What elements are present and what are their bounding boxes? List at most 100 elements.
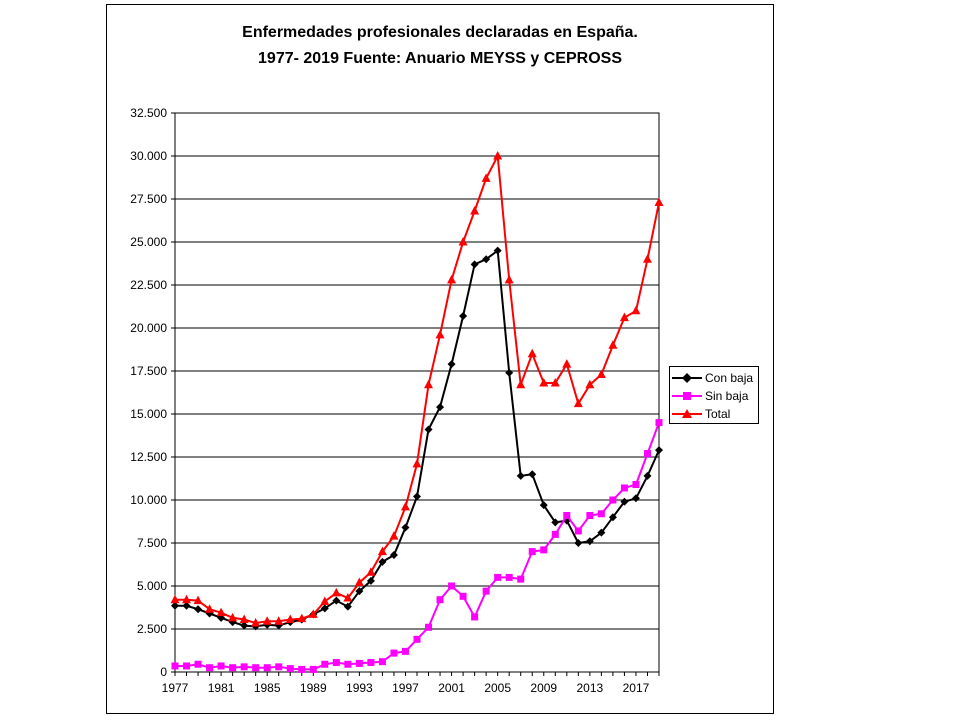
- x-tick-label: 1985: [254, 681, 281, 695]
- legend-item-sin-baja: Sin baja: [670, 387, 760, 405]
- data-point-sin-baja: [574, 527, 582, 535]
- y-tick-label: 7.500: [137, 536, 167, 550]
- x-tick-label: 1977: [162, 681, 189, 695]
- data-point-total: [170, 594, 180, 604]
- data-point-sin-baja: [620, 484, 628, 492]
- data-point-con-baja: [608, 513, 617, 522]
- data-point-total: [516, 379, 526, 389]
- data-point-total: [424, 379, 434, 389]
- legend-item-total: Total: [670, 405, 760, 423]
- data-point-total: [274, 616, 284, 625]
- data-point-total: [573, 398, 583, 408]
- data-point-con-baja: [320, 604, 329, 613]
- series-line-total: [175, 152, 660, 625]
- data-point-total: [608, 340, 618, 349]
- data-point-total: [504, 274, 514, 284]
- chart-legend: Con baja Sin baja Total: [669, 366, 759, 424]
- data-point-sin-baja: [540, 546, 548, 554]
- data-point-con-baja: [182, 601, 191, 610]
- legend-swatch-sin-baja: [672, 392, 702, 400]
- legend-label-con-baja: Con baja: [705, 371, 754, 385]
- data-point-con-baja: [574, 539, 583, 547]
- data-point-total: [493, 151, 503, 160]
- data-point-total: [527, 348, 537, 358]
- data-point-sin-baja: [309, 665, 317, 673]
- x-tick-label: 2001: [438, 681, 465, 695]
- data-point-sin-baja: [459, 592, 467, 600]
- data-point-con-baja: [240, 621, 249, 630]
- data-point-con-baja: [516, 471, 525, 480]
- data-point-con-baja: [332, 596, 341, 605]
- x-tick-label: 2013: [577, 681, 604, 695]
- y-tick-label: 27.500: [130, 192, 167, 206]
- data-point-con-baja: [528, 470, 537, 479]
- data-point-total: [331, 587, 341, 597]
- data-point-sin-baja: [367, 659, 375, 667]
- data-point-sin-baja: [194, 660, 202, 668]
- data-point-sin-baja: [597, 510, 605, 518]
- y-tick-label: 15.000: [130, 407, 167, 421]
- legend-swatch-con-baja: [672, 373, 702, 383]
- data-point-con-baja: [389, 551, 398, 560]
- data-point-total: [447, 274, 457, 284]
- data-point-sin-baja: [448, 582, 456, 590]
- data-point-con-baja: [470, 260, 479, 269]
- data-point-con-baja: [482, 255, 491, 264]
- data-point-sin-baja: [298, 665, 306, 673]
- data-point-total: [193, 595, 203, 605]
- data-point-sin-baja: [436, 596, 444, 604]
- data-point-sin-baja: [482, 587, 490, 595]
- y-tick-label: 30.000: [130, 149, 167, 163]
- data-point-total: [596, 369, 606, 378]
- y-tick-label: 12.500: [130, 450, 167, 464]
- data-point-sin-baja: [171, 662, 179, 670]
- data-point-total: [631, 305, 641, 315]
- data-point-total: [216, 607, 226, 617]
- data-point-total: [354, 577, 364, 587]
- data-point-sin-baja: [240, 663, 248, 671]
- data-point-con-baja: [413, 492, 421, 501]
- data-point-sin-baja: [528, 548, 536, 556]
- x-tick-label: 1993: [346, 681, 373, 695]
- data-point-con-baja: [585, 537, 594, 546]
- legend-swatch-total: [672, 409, 702, 418]
- x-tick-label: 2017: [623, 681, 650, 695]
- y-tick-label: 2.500: [137, 622, 167, 636]
- data-point-con-baja: [171, 601, 179, 610]
- data-point-sin-baja: [551, 530, 559, 538]
- y-tick-label: 17.500: [130, 364, 167, 378]
- x-tick-label: 2009: [530, 681, 557, 695]
- data-point-total: [343, 593, 353, 602]
- data-point-sin-baja: [632, 481, 640, 489]
- data-point-sin-baja: [252, 664, 260, 672]
- data-point-total: [470, 206, 480, 215]
- data-point-total: [205, 604, 215, 613]
- data-point-con-baja: [539, 501, 548, 510]
- data-point-sin-baja: [609, 496, 617, 504]
- data-point-con-baja: [401, 523, 410, 532]
- data-point-con-baja: [631, 494, 640, 503]
- y-tick-label: 25.000: [130, 235, 167, 249]
- legend-label-total: Total: [705, 407, 731, 421]
- data-point-total: [412, 458, 422, 468]
- data-point-sin-baja: [425, 623, 433, 631]
- x-tick-label: 1997: [392, 681, 419, 695]
- data-point-sin-baja: [390, 649, 398, 657]
- x-tick-label: 2005: [484, 681, 511, 695]
- data-point-total: [585, 379, 595, 389]
- data-point-total: [458, 237, 468, 246]
- data-point-total: [297, 613, 307, 623]
- data-point-sin-baja: [643, 450, 651, 458]
- y-tick-label: 20.000: [130, 321, 167, 335]
- x-tick-label: 1981: [208, 681, 235, 695]
- data-point-con-baja: [505, 368, 514, 377]
- data-point-con-baja: [378, 557, 387, 566]
- data-point-total: [262, 616, 272, 625]
- y-tick-label: 22.500: [130, 278, 167, 292]
- data-point-con-baja: [551, 518, 560, 527]
- legend-item-con-baja: Con baja: [670, 369, 760, 387]
- data-point-total: [562, 359, 572, 368]
- data-point-total: [285, 614, 295, 624]
- chart-title-line-2: 1977- 2019 Fuente: Anuario MEYSS y CEPRO…: [258, 50, 622, 67]
- data-point-sin-baja: [332, 659, 340, 667]
